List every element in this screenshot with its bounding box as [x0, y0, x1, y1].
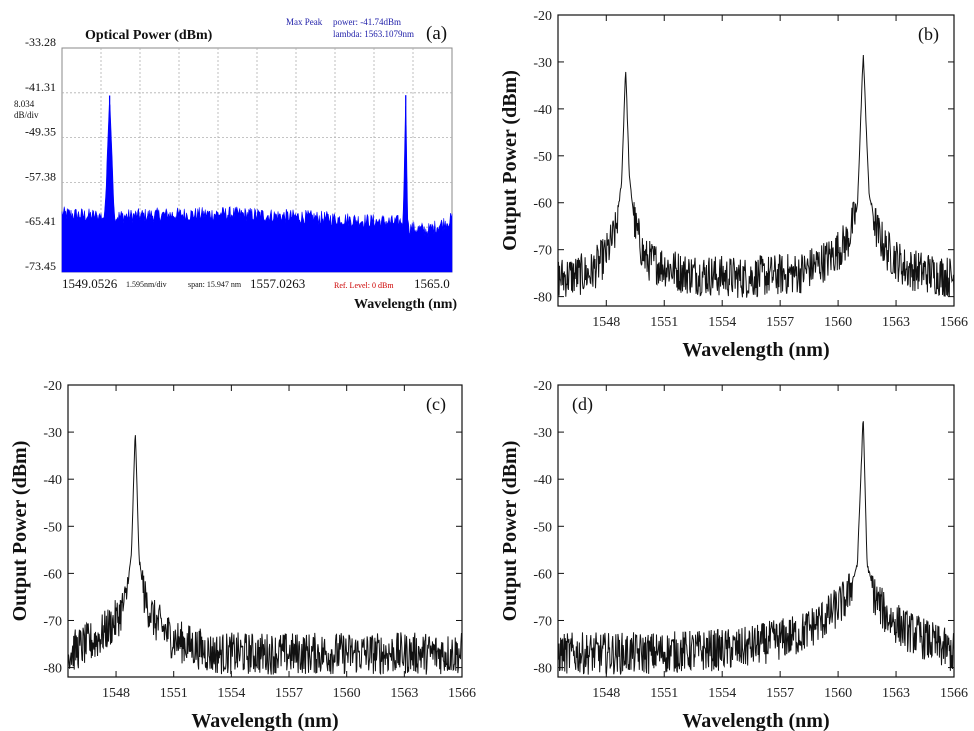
y-tick-label: -40	[533, 473, 552, 488]
x-tick-label: 1566	[940, 686, 968, 701]
x-tick-label: 1560	[824, 315, 852, 330]
panel-label-a: (a)	[426, 23, 447, 44]
x-tick-label: 1548	[592, 686, 620, 701]
x-tick-label: 1551	[650, 315, 678, 330]
osa-y-tick-label: -65.41	[25, 214, 56, 228]
osa-xlabel: Wavelength (nm)	[354, 297, 457, 312]
osa-y-tick-label: -49.35	[25, 125, 56, 139]
osa-y-tick-labels: -33.28 -41.31 -49.35 -57.38 -65.41 -73.45	[25, 35, 56, 273]
y-tick-label: -20	[43, 379, 62, 394]
x-tick-label: 1560	[333, 686, 361, 701]
y-tick-label: -50	[533, 520, 552, 535]
y-tick-label: -40	[533, 103, 552, 118]
plot-frame	[557, 384, 955, 678]
osa-trace-fill	[61, 104, 453, 273]
plot-frame	[557, 14, 955, 307]
y-tick-label: -70	[43, 614, 62, 629]
x-tick-label: 1554	[217, 686, 245, 701]
panel-label: (b)	[918, 24, 939, 45]
osa-scale-unit: dB/div	[14, 110, 39, 120]
y-tick-label: -20	[533, 9, 552, 24]
osa-title: Optical Power (dBm)	[85, 28, 213, 43]
osa-span-label: span: 15.947 nm	[188, 280, 242, 289]
y-tick-label: -30	[533, 56, 552, 71]
y-tick-label: -80	[533, 662, 552, 677]
osa-x-start-label: 1549.0526	[62, 276, 118, 291]
osa-max-peak-label: Max Peak	[286, 17, 323, 27]
panel-label: (c)	[426, 394, 446, 415]
x-tick-label: 1557	[766, 686, 794, 701]
x-tick-label: 1560	[824, 686, 852, 701]
x-axis-title: Wavelength (nm)	[191, 710, 338, 731]
x-tick-label: 1566	[448, 686, 476, 701]
osa-trace	[61, 95, 453, 273]
x-tick-label: 1563	[390, 686, 418, 701]
panel-label: (d)	[572, 394, 593, 415]
x-axis-title: Wavelength (nm)	[682, 710, 829, 731]
y-tick-label: -50	[533, 150, 552, 165]
y-tick-label: -40	[43, 473, 62, 488]
osa-y-tick-label: -73.45	[25, 259, 56, 273]
y-tick-label: -60	[43, 567, 62, 582]
osa-panel: Optical Power (dBm) Max Peak power: -41.…	[14, 17, 457, 312]
y-tick-label: -70	[533, 614, 552, 629]
osa-ref-level: Ref. Level: 0 dBm	[334, 281, 394, 290]
x-tick-label: 1563	[882, 315, 910, 330]
y-tick-label: -70	[533, 244, 552, 259]
spectrum-line	[68, 435, 462, 676]
osa-y-tick-label: -57.38	[25, 169, 56, 183]
osa-y-tick-label: -33.28	[25, 35, 56, 49]
y-axis-title: Output Power (dBm)	[9, 441, 31, 622]
osa-x-end-label: 1565.0	[414, 276, 450, 291]
x-tick-label: 1548	[592, 315, 620, 330]
spectrum-panel-b: 1548 1551 1554 1557 1560 1563 1566 -80 -70 -60 -50…	[499, 9, 968, 361]
y-tick-label: -60	[533, 567, 552, 582]
plot-frame	[67, 384, 463, 678]
y-axis-title: Output Power (dBm)	[499, 441, 521, 622]
y-tick-label: -80	[533, 291, 552, 306]
y-tick-label: -20	[533, 379, 552, 394]
x-tick-label: 1557	[766, 315, 794, 330]
osa-scale-value: 8.034	[14, 99, 35, 109]
osa-y-tick-label: -41.31	[25, 80, 56, 94]
spectrum-line	[558, 55, 954, 299]
x-tick-label: 1551	[160, 686, 188, 701]
y-tick-label: -50	[43, 520, 62, 535]
spectrum-line	[558, 421, 954, 675]
x-tick-label: 1557	[275, 686, 303, 701]
y-axis-title: Output Power (dBm)	[499, 70, 521, 251]
osa-peak-lambda: lambda: 1563.1079nm	[333, 29, 414, 39]
x-tick-label: 1551	[650, 686, 678, 701]
x-tick-label: 1554	[708, 686, 736, 701]
spectrum-panel-c: 1548 1551 1554 1557 1560 1563 1566 -80 -70 -60 -50…	[9, 379, 476, 731]
x-tick-label: 1554	[708, 315, 736, 330]
osa-x-div-label: 1.595nm/div	[126, 280, 167, 289]
x-tick-label: 1548	[102, 686, 130, 701]
y-tick-label: -30	[533, 426, 552, 441]
x-tick-label: 1566	[940, 315, 968, 330]
osa-x-center-label: 1557.0263	[250, 276, 305, 291]
spectrum-panel-d: 1548 1551 1554 1557 1560 1563 1566 -80 -70 -60 -50…	[499, 379, 968, 731]
x-axis-title: Wavelength (nm)	[682, 339, 829, 361]
y-tick-label: -80	[43, 662, 62, 677]
osa-peak-power: power: -41.74dBm	[333, 17, 401, 27]
x-tick-label: 1563	[882, 686, 910, 701]
y-tick-label: -30	[43, 426, 62, 441]
y-tick-label: -60	[533, 197, 552, 212]
